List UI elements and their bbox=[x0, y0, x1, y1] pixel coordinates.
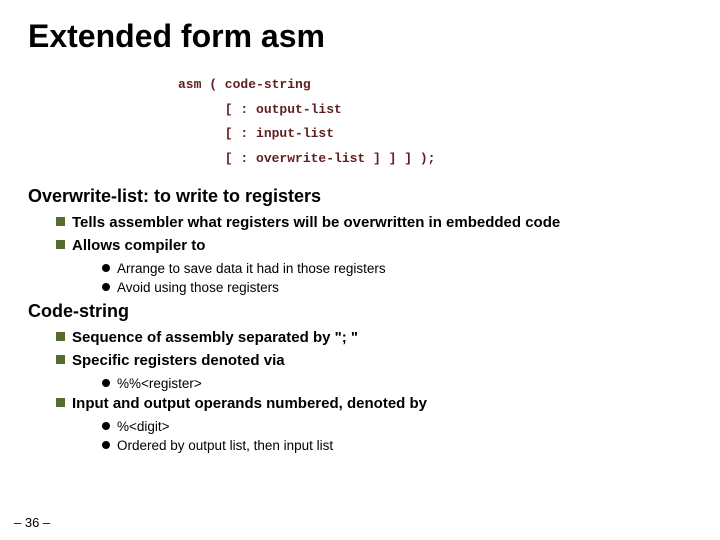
bullet-item: Sequence of assembly separated by "; " bbox=[56, 328, 692, 348]
bullet-text: Allows compiler to bbox=[72, 236, 205, 256]
sub-bullet-item: %%<register> bbox=[102, 375, 692, 393]
sub-bullet-text: %%<register> bbox=[117, 375, 202, 393]
code-line: [ : overwrite-list ] ] ] ); bbox=[178, 151, 435, 166]
square-bullet-icon bbox=[56, 240, 65, 249]
sub-bullet-text: Ordered by output list, then input list bbox=[117, 437, 333, 455]
code-block: asm ( code-string [ : output-list [ : in… bbox=[178, 73, 692, 172]
section-heading-overwrite: Overwrite-list: to write to registers bbox=[28, 186, 692, 207]
sub-bullet-item: Avoid using those registers bbox=[102, 279, 692, 297]
bullet-item: Input and output operands numbered, deno… bbox=[56, 394, 692, 414]
square-bullet-icon bbox=[56, 332, 65, 341]
sub-bullet-text: Arrange to save data it had in those reg… bbox=[117, 260, 386, 278]
code-line: [ : output-list bbox=[178, 102, 342, 117]
page-number: – 36 – bbox=[14, 515, 50, 530]
bullet-item: Tells assembler what registers will be o… bbox=[56, 213, 692, 233]
code-line: [ : input-list bbox=[178, 126, 334, 141]
slide-title: Extended form asm bbox=[28, 18, 692, 55]
square-bullet-icon bbox=[56, 398, 65, 407]
bullet-text: Input and output operands numbered, deno… bbox=[72, 394, 427, 414]
bullet-item: Specific registers denoted via bbox=[56, 351, 692, 371]
bullet-item: Allows compiler to bbox=[56, 236, 692, 256]
sub-bullet-item: %<digit> bbox=[102, 418, 692, 436]
sub-bullet-item: Arrange to save data it had in those reg… bbox=[102, 260, 692, 278]
sub-bullet-item: Ordered by output list, then input list bbox=[102, 437, 692, 455]
round-bullet-icon bbox=[102, 422, 110, 430]
square-bullet-icon bbox=[56, 355, 65, 364]
section-heading-codestring: Code-string bbox=[28, 301, 692, 322]
bullet-text: Sequence of assembly separated by "; " bbox=[72, 328, 358, 348]
bullet-text: Tells assembler what registers will be o… bbox=[72, 213, 560, 233]
round-bullet-icon bbox=[102, 441, 110, 449]
sub-bullet-text: %<digit> bbox=[117, 418, 170, 436]
round-bullet-icon bbox=[102, 379, 110, 387]
round-bullet-icon bbox=[102, 283, 110, 291]
bullet-text: Specific registers denoted via bbox=[72, 351, 285, 371]
sub-bullet-text: Avoid using those registers bbox=[117, 279, 279, 297]
code-line: asm ( code-string bbox=[178, 77, 311, 92]
square-bullet-icon bbox=[56, 217, 65, 226]
round-bullet-icon bbox=[102, 264, 110, 272]
